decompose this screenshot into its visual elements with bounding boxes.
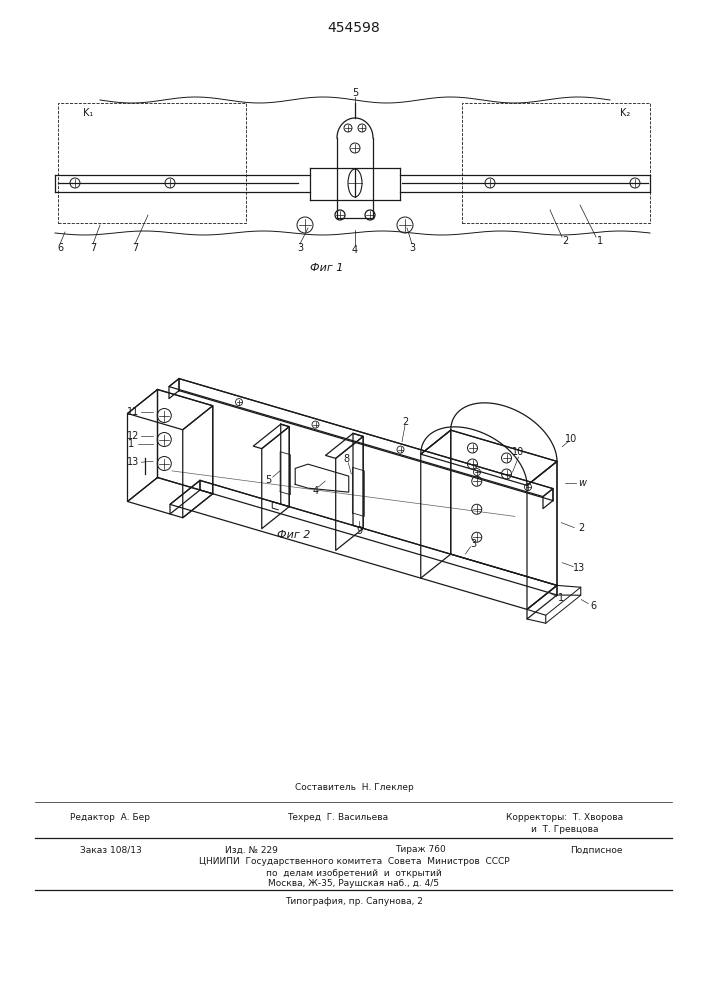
Text: K₂: K₂	[620, 108, 630, 118]
Text: Редактор  А. Бер: Редактор А. Бер	[70, 814, 150, 822]
Text: Тираж 760: Тираж 760	[395, 846, 445, 854]
Text: 2: 2	[402, 417, 408, 427]
Text: 13: 13	[127, 457, 139, 467]
Text: 10: 10	[513, 447, 525, 457]
Text: 3: 3	[297, 243, 303, 253]
Text: Фиг 1: Фиг 1	[310, 263, 344, 273]
Text: Техред  Г. Васильева: Техред Г. Васильева	[288, 814, 389, 822]
Text: 11: 11	[127, 407, 139, 417]
Text: 1: 1	[128, 439, 134, 449]
Text: 6: 6	[57, 243, 63, 253]
Text: Фиг 2: Фиг 2	[277, 530, 310, 540]
Text: 454598: 454598	[327, 21, 380, 35]
Text: 8: 8	[343, 454, 349, 464]
Text: по  делам изобретений  и  открытий: по делам изобретений и открытий	[266, 868, 442, 878]
Text: Изд. № 229: Изд. № 229	[225, 846, 278, 854]
Text: 1: 1	[558, 593, 563, 603]
Text: Корректоры:  Т. Хворова: Корректоры: Т. Хворова	[506, 814, 624, 822]
Text: 3: 3	[470, 539, 477, 549]
Text: 13: 13	[573, 563, 585, 573]
Text: 10: 10	[565, 434, 578, 444]
Text: 6: 6	[590, 601, 597, 611]
Text: 2: 2	[578, 523, 585, 533]
Text: 5: 5	[266, 475, 272, 485]
Text: 1: 1	[597, 236, 603, 246]
Text: 3: 3	[409, 243, 415, 253]
Text: Заказ 108/13: Заказ 108/13	[80, 846, 141, 854]
Text: 5: 5	[352, 88, 358, 98]
Text: Составитель  Н. Глеклер: Составитель Н. Глеклер	[295, 784, 414, 792]
Bar	[58, 103, 246, 223]
Text: 4: 4	[312, 486, 318, 496]
Text: Типография, пр. Сапунова, 2: Типография, пр. Сапунова, 2	[285, 898, 423, 906]
Text: 7: 7	[90, 243, 96, 253]
Text: 7: 7	[132, 243, 138, 253]
Text: 12: 12	[127, 431, 139, 441]
Text: w: w	[578, 478, 586, 488]
Text: 9: 9	[356, 526, 362, 536]
Text: и  Т. Гревцова: и Т. Гревцова	[531, 826, 599, 834]
Bar	[462, 103, 650, 223]
Text: 4: 4	[352, 245, 358, 255]
Text: ЦНИИПИ  Государственного комитета  Совета  Министров  СССР: ЦНИИПИ Государственного комитета Совета …	[199, 857, 509, 866]
Text: K₁: K₁	[83, 108, 93, 118]
Text: 2: 2	[562, 236, 568, 246]
Text: Подписное: Подписное	[570, 846, 622, 854]
Text: Москва, Ж-35, Раушская наб., д. 4/5: Москва, Ж-35, Раушская наб., д. 4/5	[269, 880, 440, 888]
